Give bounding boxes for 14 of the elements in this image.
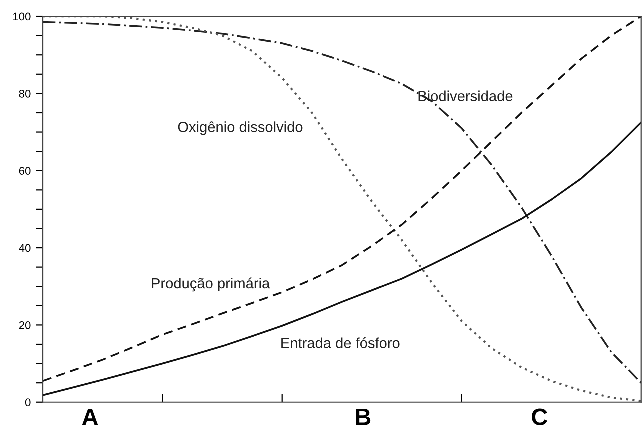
y-tick-label: 0 — [25, 398, 31, 407]
series-label: Produção primária — [152, 278, 270, 292]
line-series — [43, 122, 642, 396]
series-label: Biodiversidade — [418, 90, 513, 102]
text: C — [532, 408, 548, 426]
y-tick-label: 60 — [19, 167, 31, 176]
text: B — [356, 409, 371, 426]
y-tick-label: 100 — [14, 12, 31, 21]
y-tick-label: 80 — [19, 90, 31, 98]
series-label: Entrada de fósforo — [282, 338, 400, 348]
series-label: Oxigênio dissolvido — [178, 122, 303, 136]
y-tick-label: 40 — [19, 244, 31, 252]
y-tick-label: 20 — [19, 321, 31, 330]
text: A — [82, 409, 98, 426]
